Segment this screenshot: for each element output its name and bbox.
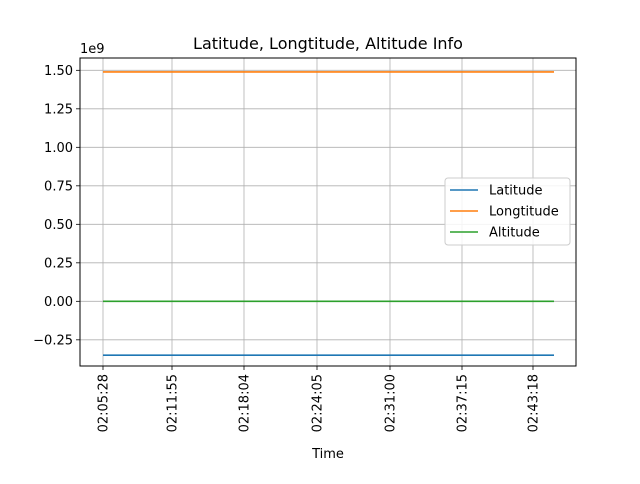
y-tick-label: 1.25 [44,102,73,117]
y-tick-label: 0.25 [44,256,73,271]
y-axis-ticks: −0.25 0.00 0.25 0.50 0.75 1.00 1.25 1.50 [33,64,80,348]
x-tick-label: 02:37:15 [456,374,471,432]
x-tick-label: 02:05:28 [97,374,112,432]
legend-label-longtitude: Longtitude [489,205,559,220]
x-axis-label: Time [311,447,344,462]
x-axis-ticks: 02:05:28 02:11:55 02:18:04 02:24:05 02:31:00… [97,366,542,432]
y-tick-label: 0.50 [44,218,73,233]
x-tick-label: 02:11:55 [166,374,181,432]
y-offset-label: 1e9 [80,42,105,57]
y-tick-label: 1.50 [44,64,73,79]
y-tick-label: 1.00 [44,141,73,156]
x-tick-label: 02:18:04 [238,374,253,432]
x-tick-label: 02:43:18 [527,374,542,432]
y-tick-label: 0.75 [44,179,73,194]
legend-box [444,177,571,246]
legend-label-altitude: Altitude [489,226,540,241]
plot-frame [79,57,577,367]
y-tick-label: −0.25 [33,333,73,348]
x-tick-label: 02:31:00 [384,374,399,432]
legend: Latitude Longtitude Altitude [444,177,571,246]
x-tick-label: 02:24:05 [311,374,326,432]
y-tick-label: 0.00 [44,295,73,310]
legend-label-latitude: Latitude [489,184,543,199]
chart-title: Latitude, Longtitude, Altitude Info [193,34,463,53]
series-lines [103,71,554,357]
